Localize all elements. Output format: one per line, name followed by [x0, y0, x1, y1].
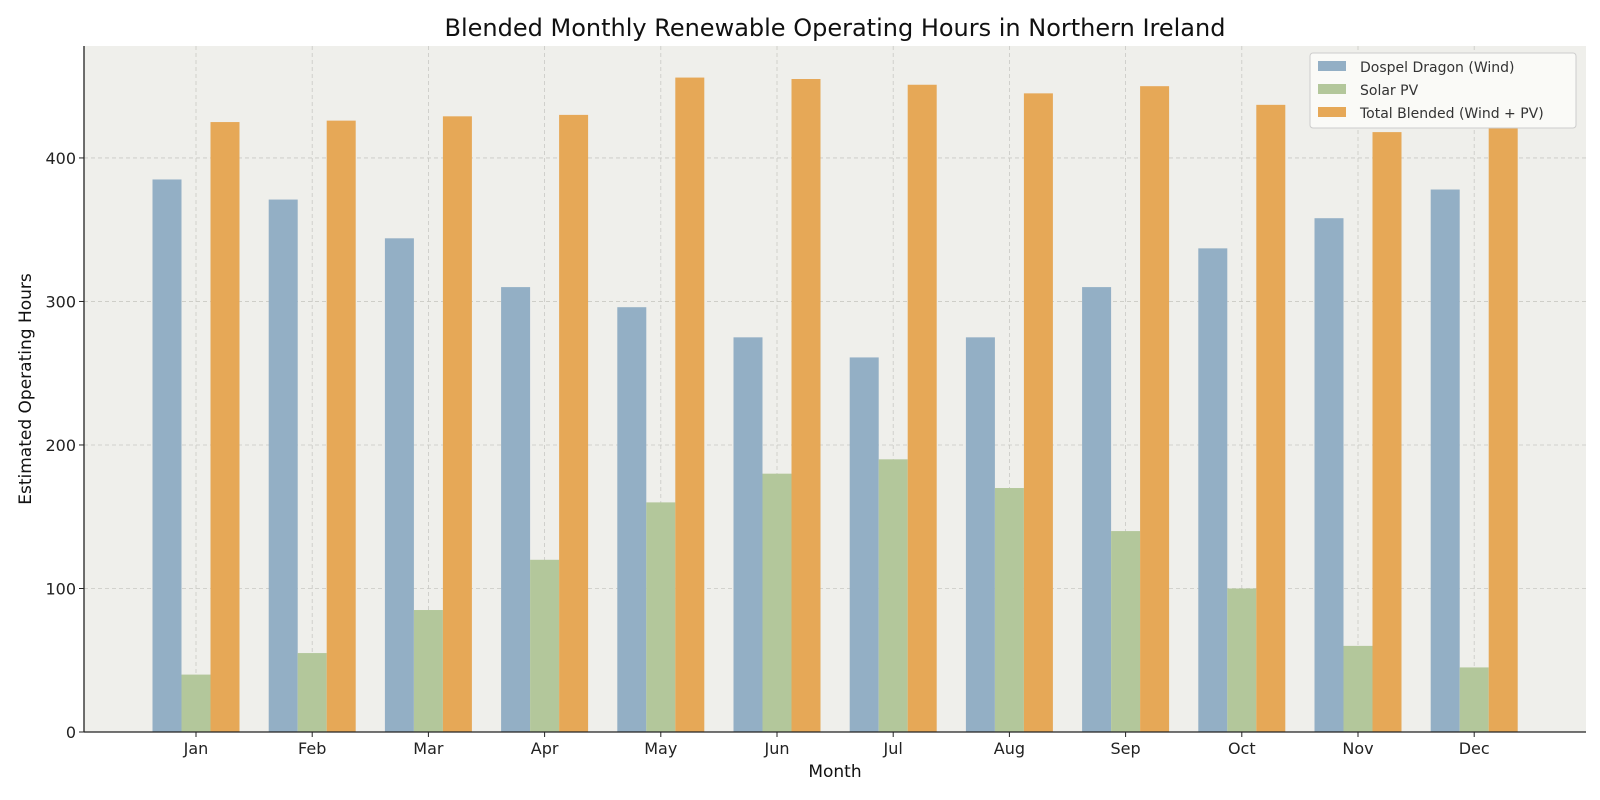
bar-series-1-oct: [1227, 588, 1257, 732]
chart-title: Blended Monthly Renewable Operating Hour…: [445, 14, 1226, 42]
plot-area: [84, 46, 1586, 732]
bar-series-1-jan: [181, 674, 211, 732]
bar-series-0-nov: [1314, 218, 1344, 732]
legend-swatch-total: [1318, 107, 1346, 117]
bar-series-2-aug: [1023, 93, 1053, 732]
bar-series-1-jul: [878, 459, 908, 732]
x-tick-label: Jun: [764, 739, 790, 758]
x-tick-label: Oct: [1228, 739, 1256, 758]
bar-series-0-mar: [384, 238, 414, 732]
bar-series-1-feb: [297, 653, 327, 732]
bars: [152, 77, 1518, 733]
y-tick-label: 300: [45, 292, 76, 311]
bar-series-0-jun: [733, 337, 763, 732]
bar-series-1-jun: [762, 473, 792, 732]
y-tick-label: 100: [45, 579, 76, 598]
x-tick-label: Aug: [994, 739, 1025, 758]
legend-label-total: Total Blended (Wind + PV): [1359, 106, 1544, 122]
x-tick-label: Jul: [883, 739, 903, 758]
bar-series-0-aug: [965, 337, 995, 732]
tick-labels: 0 100 200 300 400 Jan Feb Mar Apr May Jun Jul Aug Sep…: [45, 149, 1489, 758]
bar-series-1-apr: [530, 559, 560, 732]
bar-series-2-jan: [210, 122, 240, 733]
x-axis-label: Month: [808, 762, 861, 782]
y-tick-label: 400: [45, 149, 76, 168]
bar-series-2-jul: [907, 84, 937, 732]
bar-series-2-oct: [1256, 104, 1286, 732]
x-tick-label: Nov: [1342, 739, 1373, 758]
y-tick-label: 200: [45, 436, 76, 455]
bar-series-2-dec: [1488, 124, 1518, 733]
bar-series-2-may: [675, 77, 705, 732]
y-axis-label: Estimated Operating Hours: [16, 273, 36, 505]
bar-series-0-apr: [501, 287, 531, 732]
bar-series-0-may: [617, 307, 647, 732]
x-tick-label: Mar: [413, 739, 444, 758]
bar-series-1-sep: [1111, 531, 1141, 732]
bar-series-1-aug: [994, 488, 1024, 732]
bar-series-1-nov: [1343, 645, 1373, 732]
bar-series-2-nov: [1372, 132, 1402, 733]
legend-swatch-solar: [1318, 84, 1346, 94]
legend-box: [1309, 52, 1577, 129]
x-tick-label: Dec: [1459, 739, 1490, 758]
x-tick-label: May: [644, 739, 677, 758]
bar-series-0-feb: [268, 199, 298, 732]
bar-series-0-jul: [849, 357, 879, 732]
bar-series-2-mar: [442, 116, 472, 733]
legend: Dospel Dragon (Wind) Solar PV Total Blen…: [1309, 52, 1577, 129]
bar-series-1-mar: [413, 610, 443, 732]
bar-series-0-dec: [1430, 189, 1460, 732]
legend-label-wind: Dospel Dragon (Wind): [1360, 60, 1514, 76]
bar-series-1-may: [646, 502, 676, 732]
x-tick-label: Sep: [1111, 739, 1141, 758]
bar-series-2-apr: [559, 114, 589, 733]
bar-series-0-sep: [1082, 287, 1112, 732]
x-tick-label: Feb: [298, 739, 326, 758]
y-tick-label: 0: [66, 723, 76, 742]
legend-label-solar: Solar PV: [1360, 83, 1419, 99]
bar-series-2-feb: [326, 120, 356, 732]
bar-series-2-jun: [791, 79, 821, 733]
legend-swatch-wind: [1318, 61, 1346, 71]
bar-series-2-sep: [1140, 86, 1170, 733]
bar-series-0-oct: [1198, 248, 1228, 732]
x-tick-label: Jan: [183, 739, 209, 758]
bar-series-0-jan: [152, 179, 182, 732]
bar-series-1-dec: [1459, 667, 1489, 732]
x-tick-label: Apr: [531, 739, 559, 758]
grid-lines: [84, 46, 1586, 732]
